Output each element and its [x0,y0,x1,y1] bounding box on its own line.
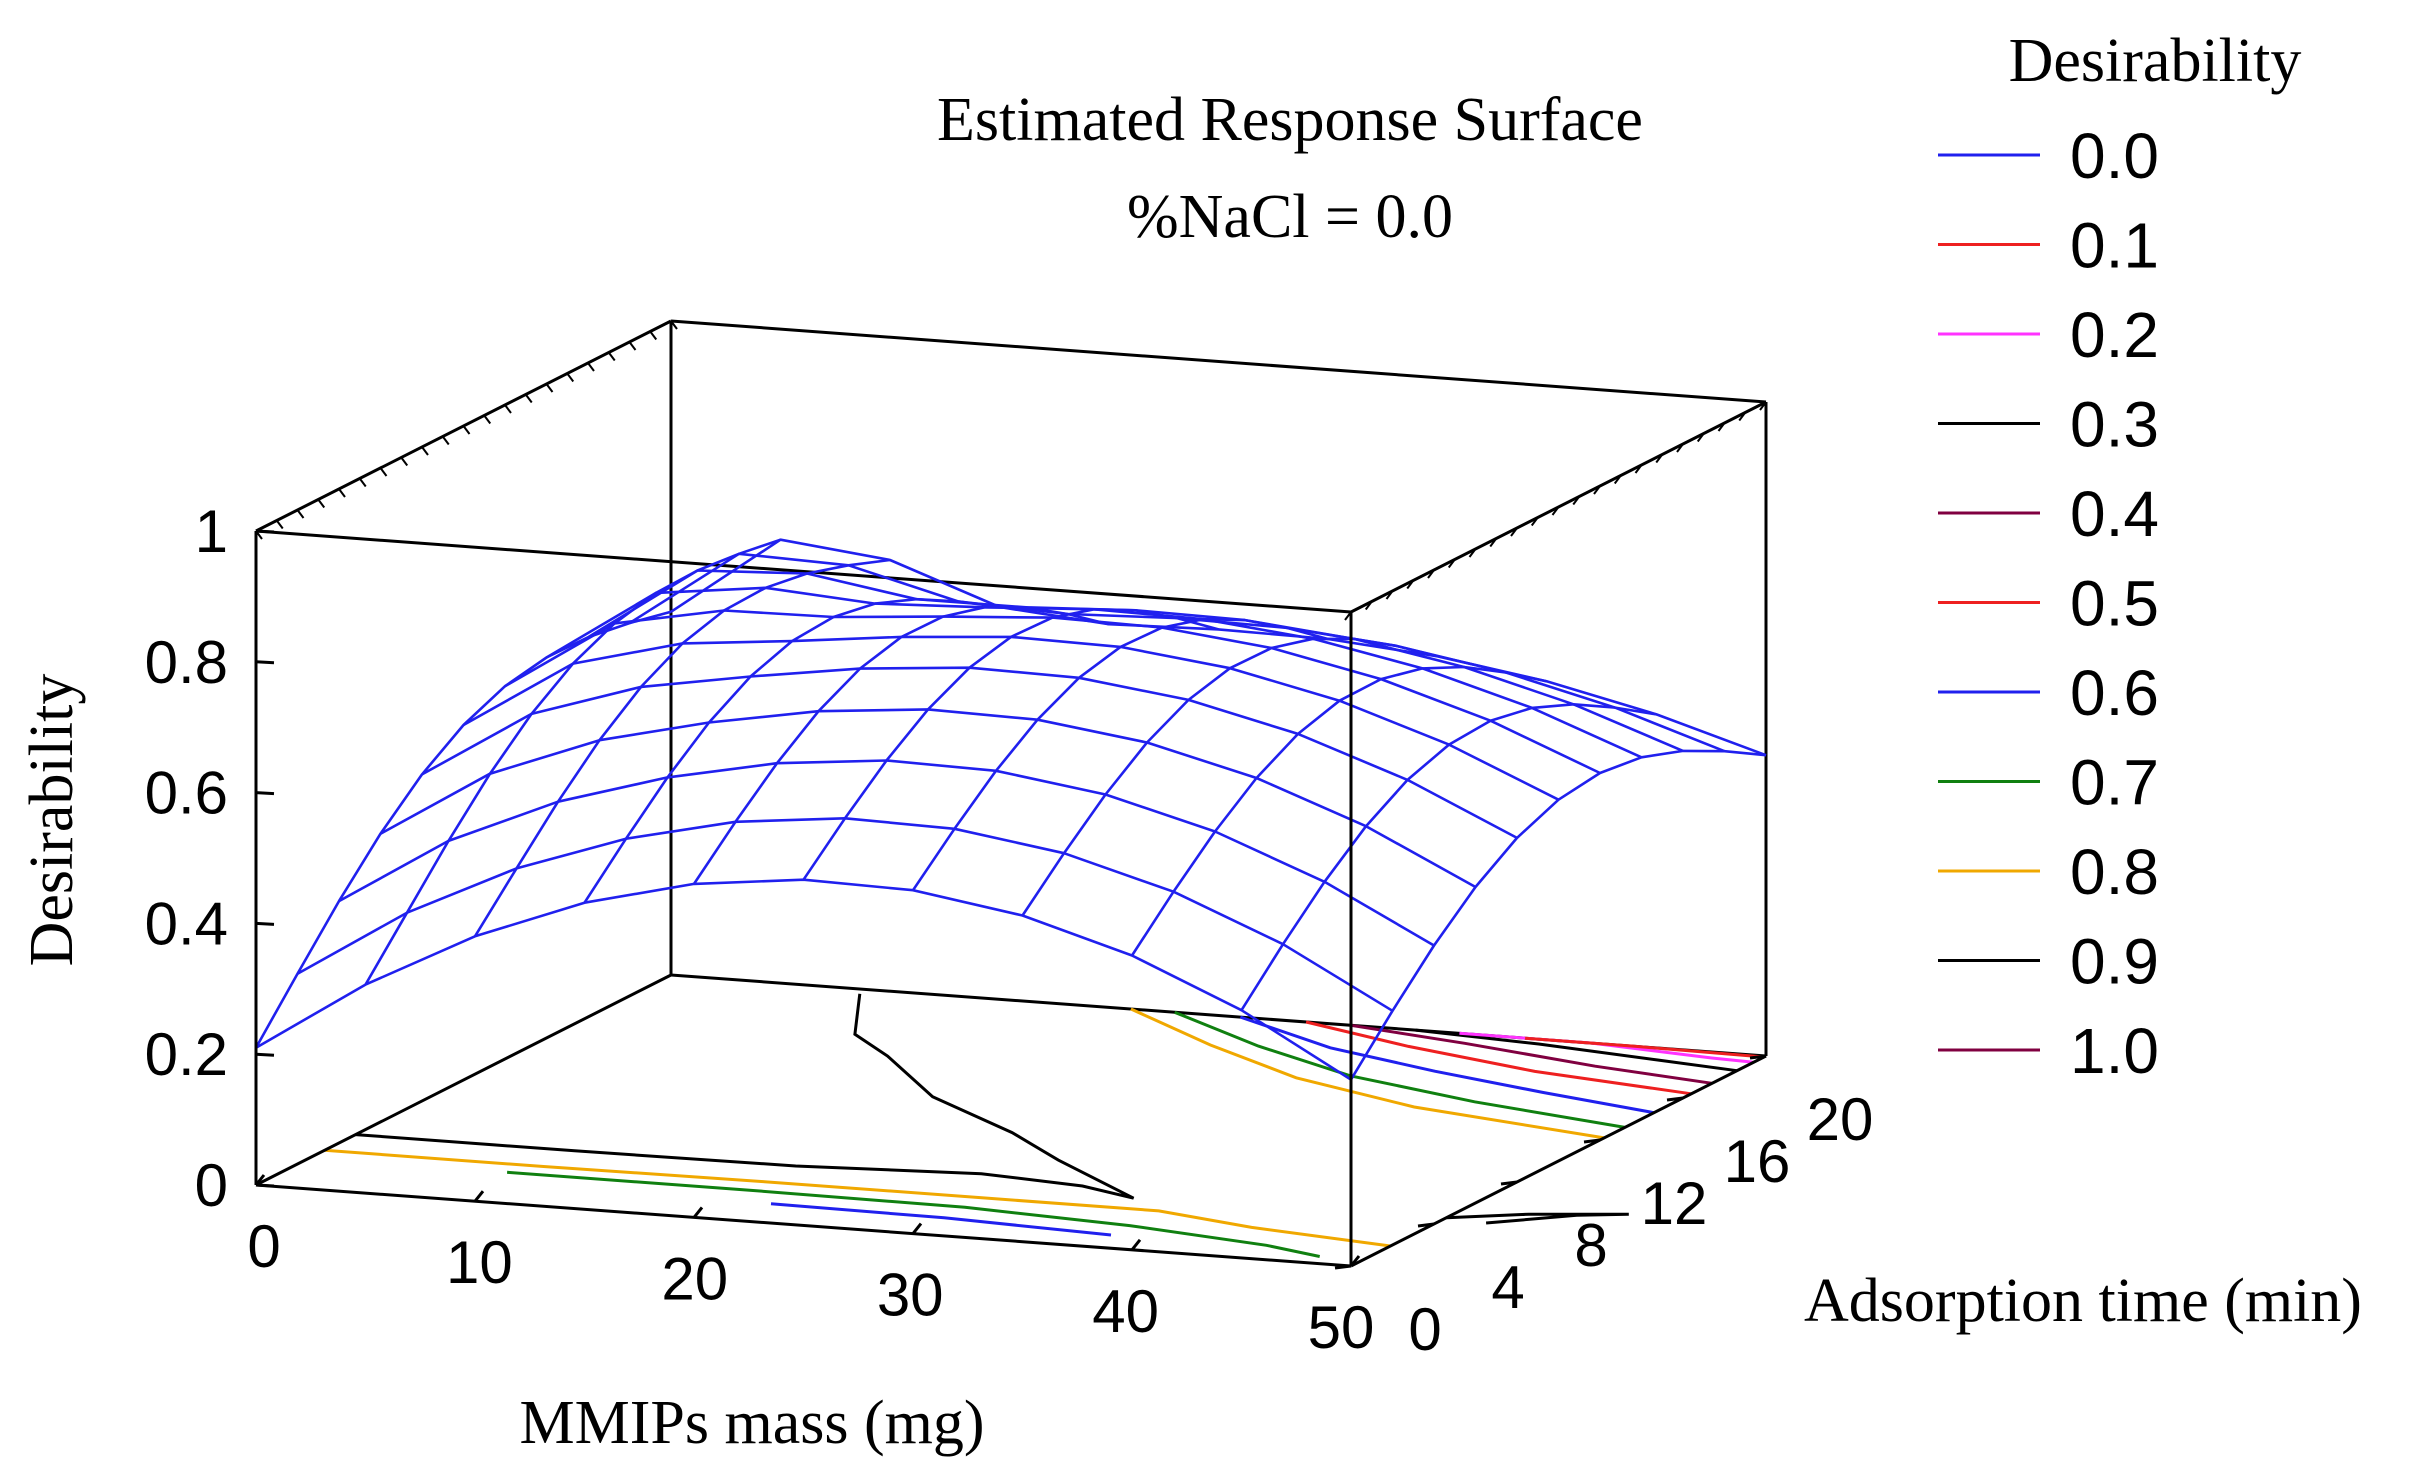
z-tick-label-4: 0.8 [145,629,228,696]
surface-line-mass-8 [1130,665,1548,957]
contour-line-0 [355,993,1135,1200]
z-axis-title: Desirability [18,674,86,967]
x-tick-label-1: 10 [446,1229,513,1296]
contour-line-9 [1415,1028,1738,1073]
y-tick-label-2: 8 [1574,1212,1607,1279]
chart-title: Estimated Response Surface [937,86,1643,154]
contour-line-10 [1459,1031,1754,1064]
surface-line-time-1 [296,816,1394,1012]
contour-line-12 [1446,1212,1629,1225]
chart-subtitle: %NaCl = 0.0 [1127,183,1453,251]
legend-label-6: 0.6 [2070,657,2159,729]
response-surface-mesh [254,538,1767,1081]
legend: 0.0 0.1 0.2 0.3 0.4 0.5 0.6 0.7 0.8 0.9 1.0 [1938,120,2159,1087]
x-tick-label-4: 40 [1092,1278,1159,1345]
legend-label-8: 0.8 [2070,836,2159,908]
contour-line-4 [1130,1007,1605,1140]
legend-label-0: 0.0 [2070,120,2159,192]
surface-line-mass-10 [1349,749,1767,1081]
y-tick-label-5: 20 [1807,1086,1874,1153]
x-tick-label-3: 30 [877,1262,944,1329]
y-tick-label-0: 0 [1408,1296,1441,1363]
surface-line-time-0 [255,878,1352,1081]
surface-line-mass-4 [692,605,1110,885]
y-tick-label-4: 16 [1724,1128,1791,1195]
surface-line-time-2 [338,759,1435,947]
legend-label-10: 1.0 [2070,1015,2159,1087]
contour-line-7 [1305,1020,1692,1096]
surface-line-mass-9 [1240,702,1657,1011]
box-edge-back-1 [670,319,1767,404]
contour-line-2 [506,1170,1321,1258]
z-tick-label-5: 1 [195,498,228,565]
y-axis-title: Adsorption time (min) [1804,1267,2362,1335]
box-edge-front-3 [1350,1054,1767,1268]
plot-box-back [255,319,1768,1058]
legend-label-1: 0.1 [2070,210,2159,282]
surface-line-mass-1 [364,538,781,986]
floor-contours [324,993,1765,1258]
box-edge-front-1 [255,1183,1352,1268]
legend-label-7: 0.7 [2070,747,2159,819]
surface-line-mass-2 [473,558,891,937]
box-edge-back-6 [255,529,1352,614]
legend-title: Desirability [2009,27,2302,95]
z-tick-label-0: 0 [195,1152,228,1219]
surface-line-mass-7 [1021,637,1438,917]
legend-label-3: 0.3 [2070,389,2159,461]
y-tick-label-1: 4 [1491,1254,1524,1321]
box-edge-front-4 [255,973,672,1187]
z-tick-label-1: 0.2 [145,1021,228,1088]
contour-line-8 [1349,1023,1713,1085]
surface-line-mass-5 [802,607,1219,881]
surface-line-mass-3 [583,597,1000,904]
contour-line-11 [1524,1036,1765,1059]
x-axis-title: MMIPs mass (mg) [519,1389,984,1457]
x-tick-label-2: 20 [661,1245,728,1312]
plot-box-front [254,531,1767,1268]
legend-label-9: 0.9 [2070,926,2159,998]
x-tick-label-5: 50 [1308,1294,1375,1361]
contour-line-1 [324,1148,1391,1248]
surface-line-mass-6 [911,617,1329,891]
legend-label-5: 0.5 [2070,568,2159,640]
legend-label-4: 0.4 [2070,478,2159,550]
legend-label-2: 0.2 [2070,299,2159,371]
z-tick-label-2: 0.4 [145,890,228,957]
surface-line-time-10 [670,538,1767,757]
contour-line-6 [1239,1015,1655,1115]
contour-line-3 [770,1202,1112,1237]
surface-line-mass-0 [254,610,672,1049]
surface-line-time-6 [504,609,1601,775]
y-tick-label-3: 12 [1641,1170,1708,1237]
z-tick-label-3: 0.6 [145,760,228,827]
x-tick-label-0: 0 [247,1213,280,1280]
